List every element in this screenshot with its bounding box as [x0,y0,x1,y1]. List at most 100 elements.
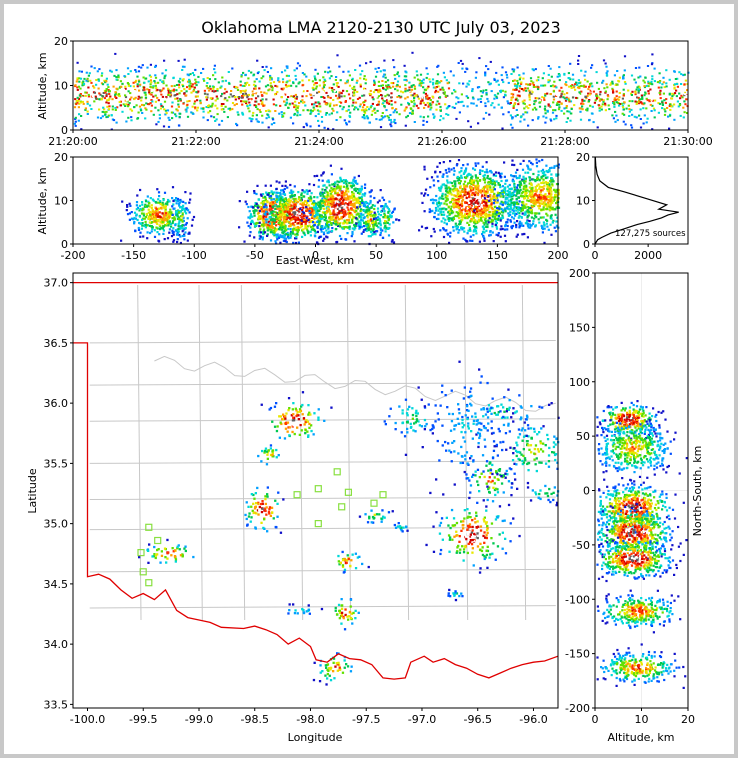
time-height-cell [430,97,433,100]
time-height-cell [103,108,106,111]
ew-altitude-cell [293,194,296,197]
ew-altitude-cell [191,218,194,221]
ew-altitude-cell [391,210,395,213]
ew-altitude-cell [347,203,350,206]
time-height-cell [104,113,107,116]
time-height-cell [240,75,243,78]
ew-altitude-cell [285,216,288,219]
time-height-cell [520,94,523,96]
time-height-cell [603,87,606,90]
time-height-cell [621,97,624,100]
time-height-cell [466,82,469,85]
time-height-cell [241,84,244,87]
ew-altitude-cell [353,204,356,207]
ew-altitude-cell [260,202,263,205]
time-height-cell [77,119,80,122]
ew-altitude-cell [384,222,387,225]
ew-altitude-cell [268,212,271,215]
time-height-cell [203,89,206,92]
time-height-cell [348,115,352,118]
time-height-cell [364,89,367,92]
time-height-cell [673,70,676,73]
ew-altitude-cell [357,205,360,208]
ew-altitude-cell [177,199,180,202]
time-height-cell [264,85,268,88]
ew-altitude-cell [436,175,439,178]
ew-altitude-cell [475,202,478,205]
time-height-cell [511,117,514,120]
time-height-cell [682,116,685,119]
time-height-cell [405,116,408,119]
ew-altitude-cell [431,198,434,201]
time-height-cell [431,78,435,81]
ew-altitude-cell [182,224,185,227]
time-height-cell [335,119,338,121]
ew-altitude-cell [341,227,344,230]
ew-altitude-cell [158,233,161,236]
ew-altitude-cell [290,204,293,207]
ew-altitude-cell [133,216,136,220]
ew-altitude-cell [129,204,132,207]
time-height-cell [442,117,445,120]
time-height-cell [100,98,103,101]
time-height-cell [417,97,420,100]
time-height-cell [137,98,140,100]
time-height-cell [237,113,240,116]
time-height-cell [461,62,464,65]
ew-altitude-cell [275,235,278,238]
time-height-cell [313,108,316,111]
ew-altitude-cell [337,218,340,221]
time-height-cell [363,77,366,80]
ew-altitude-cell [259,235,262,238]
time-height-cell [425,120,429,123]
time-height-cell [591,105,594,108]
ew-altitude-cell [347,208,350,211]
ew-altitude-cell [265,224,268,227]
time-height-cell [613,97,616,100]
ew-altitude-cell [285,240,288,244]
time-height-cell [122,103,125,106]
ew-altitude-cell [283,207,286,210]
ew-altitude-cell [175,202,178,205]
time-height-cell [133,90,136,92]
time-height-cell [683,100,686,103]
ew-altitude-cell [147,215,150,218]
time-height-cell [558,100,561,103]
time-height-cell [391,82,394,85]
time-height-cell [244,82,247,85]
time-height-cell [656,81,659,84]
ew-altitude-cell [156,227,159,230]
ew-altitude-cell [255,202,258,205]
time-height-cell [186,106,189,109]
time-height-cell [211,97,214,100]
ew-altitude-cell [286,214,289,217]
ew-altitude-cell [372,218,376,221]
time-height-cell [546,92,549,95]
ew-altitude-cell [149,210,152,213]
time-height-cell [247,69,250,72]
ew-altitude-cell [359,221,362,224]
time-height-cell [294,100,297,103]
time-height-cell [595,97,598,100]
ew-altitude-cell [370,189,373,192]
time-height-cell [389,123,392,126]
ew-altitude-cell [435,207,438,210]
ew-altitude-cell [453,187,456,190]
time-height-cell [244,83,247,86]
ew-altitude-cell [288,200,291,203]
time-height-cell [581,105,584,108]
time-height-cell [384,95,387,98]
time-height-cell [284,69,287,72]
time-height-cell [179,77,182,80]
time-height-cell [405,75,408,78]
time-height-cell [366,117,370,120]
time-height-cell [630,74,634,77]
ew-altitude-cell [282,206,285,209]
ew-altitude-cell [292,211,295,214]
time-height-cell [196,109,199,112]
ew-altitude-cell [250,205,253,208]
time-height-cell [622,120,625,123]
ew-altitude-cell [485,168,488,171]
ew-altitude-cell [297,191,300,194]
ew-altitude-cell [316,213,320,216]
